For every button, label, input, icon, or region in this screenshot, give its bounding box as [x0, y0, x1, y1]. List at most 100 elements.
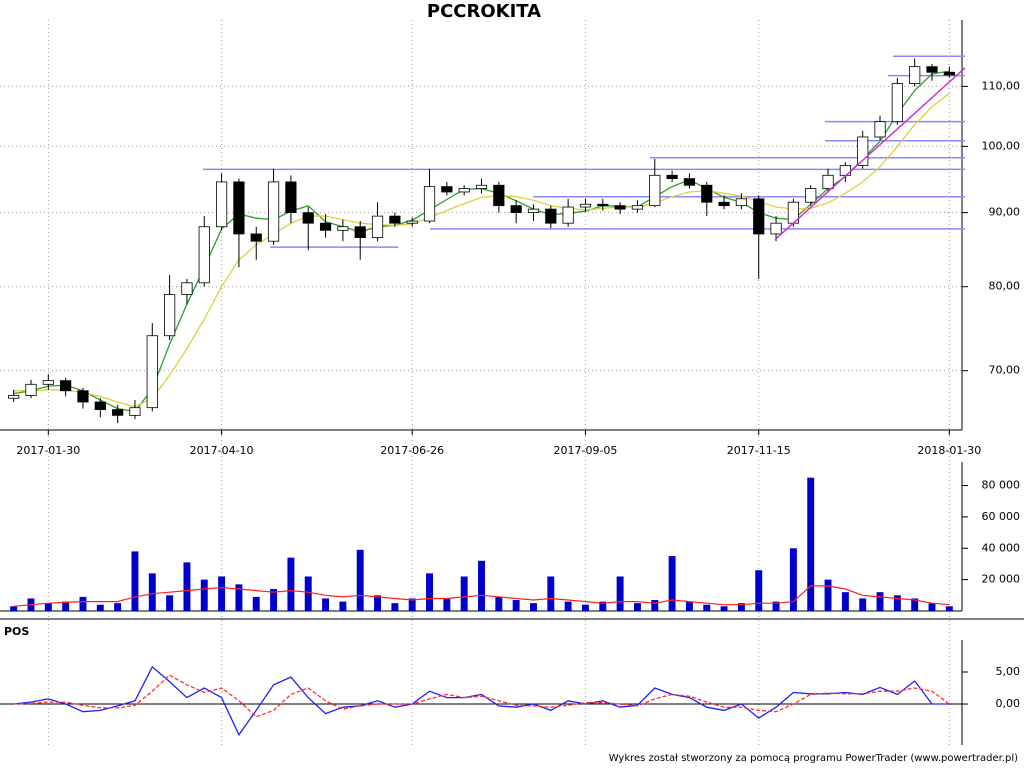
- candle-body: [215, 181, 228, 228]
- volume-bar: [859, 598, 867, 611]
- trend-line: [774, 67, 966, 241]
- volume-bar: [530, 603, 537, 611]
- candle-body: [389, 215, 401, 224]
- volume-bar: [876, 592, 884, 611]
- volume-bar: [391, 603, 399, 611]
- volume-bar: [322, 598, 330, 611]
- candle-body: [458, 188, 470, 193]
- volume-bar: [755, 570, 763, 611]
- candle-body: [770, 222, 782, 235]
- candle-body: [146, 335, 158, 409]
- volume-bar: [703, 604, 711, 611]
- volume-bar: [564, 601, 572, 611]
- candle-body: [25, 383, 37, 396]
- candle-body: [77, 390, 89, 403]
- volume-bar: [737, 603, 745, 611]
- volume-bar: [235, 584, 243, 611]
- volume-bar: [720, 606, 728, 611]
- volume-bar: [96, 604, 104, 611]
- volume-bar: [651, 600, 659, 611]
- volume-bar: [131, 551, 139, 611]
- volume-bar: [374, 595, 382, 611]
- candle-body: [666, 174, 678, 179]
- candle-body: [198, 226, 210, 284]
- candle-body: [60, 380, 72, 392]
- volume-bar: [62, 601, 70, 611]
- candle-body: [701, 184, 713, 203]
- candle-body: [302, 212, 314, 224]
- volume-bar: [772, 601, 780, 611]
- x-tick-label: 2018-01-30: [917, 444, 981, 457]
- volume-bar: [44, 603, 52, 611]
- x-tick-label: 2017-01-30: [16, 444, 80, 457]
- candle-body: [822, 174, 834, 190]
- volume-bar: [633, 603, 641, 611]
- volume-bar: [547, 576, 555, 611]
- volume-bar: [824, 579, 832, 611]
- candle-body: [926, 66, 938, 73]
- y-tick-label: 80 000: [982, 479, 1021, 492]
- y-tick-label: 0,00: [996, 697, 1021, 710]
- chart-title: PCCROKITA: [427, 1, 541, 22]
- candle-body: [527, 208, 540, 214]
- candle-body: [562, 206, 574, 224]
- candle-body: [631, 205, 644, 210]
- volume-bar: [911, 598, 919, 611]
- candle-body: [805, 188, 817, 203]
- volume-bar: [616, 576, 624, 611]
- candle-body: [181, 282, 193, 296]
- candle-body: [233, 181, 245, 235]
- volume-bar: [270, 589, 278, 611]
- candle-body: [891, 83, 903, 123]
- volume-bar: [339, 601, 347, 611]
- candle-body: [285, 181, 297, 214]
- volume-bar: [478, 560, 485, 611]
- volume-bar: [807, 477, 815, 611]
- oscillator-line: [13, 665, 950, 737]
- candle-body: [250, 233, 262, 242]
- candle-body: [267, 181, 280, 242]
- oscillator-line: [13, 674, 950, 718]
- y-tick-label: 20 000: [982, 573, 1021, 586]
- candle-body: [354, 226, 366, 238]
- volume-bar: [426, 573, 433, 611]
- candle-body: [683, 178, 696, 186]
- y-tick-label: 110,00: [982, 79, 1021, 92]
- panel-title: POS: [4, 625, 29, 638]
- candle-body: [597, 203, 609, 207]
- volume-bar: [789, 548, 797, 611]
- volume-bar: [79, 596, 87, 611]
- volume-bar: [287, 557, 295, 611]
- candle-body: [441, 186, 453, 193]
- candle-body: [164, 294, 176, 337]
- candle-body: [857, 136, 869, 166]
- volume-bar: [218, 576, 226, 611]
- y-tick-label: 100,00: [982, 139, 1021, 152]
- candle-body: [839, 165, 851, 176]
- y-tick-label: 5,00: [996, 665, 1021, 678]
- volume-bar: [443, 598, 451, 611]
- volume-bar: [581, 604, 589, 611]
- volume-bar: [512, 600, 520, 611]
- volume-bar: [893, 595, 901, 611]
- volume-bar: [685, 601, 693, 611]
- candle-body: [371, 215, 384, 238]
- volume-bar: [200, 579, 208, 611]
- volume-bar: [304, 576, 312, 611]
- candle-body: [735, 198, 748, 207]
- candle-body: [579, 203, 592, 208]
- candle-body: [943, 71, 955, 76]
- volume-bar: [841, 592, 849, 611]
- candle-body: [718, 201, 730, 207]
- candle-body: [909, 66, 921, 84]
- candle-body: [510, 205, 522, 214]
- x-tick-label: 2017-04-10: [190, 444, 254, 457]
- volume-bar: [460, 576, 468, 611]
- y-tick-label: 40 000: [982, 541, 1021, 554]
- candle-body: [129, 407, 141, 416]
- candle-body: [337, 226, 349, 231]
- candle-body: [493, 184, 505, 207]
